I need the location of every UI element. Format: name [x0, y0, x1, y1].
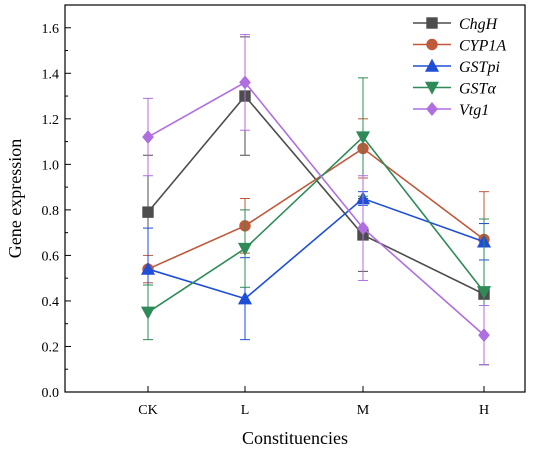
y-tick-label: 0.0 [42, 386, 60, 401]
data-point [239, 75, 251, 90]
series-line [147, 94, 485, 295]
plot-frame [64, 4, 526, 393]
y-tick-label: 0.8 [42, 204, 60, 219]
y-tick-label: 0.4 [42, 295, 60, 310]
data-point [237, 291, 253, 305]
legend-item: GSTα [413, 81, 496, 98]
y-tick-label: 1.4 [42, 67, 60, 82]
series-line [147, 81, 485, 336]
series-4 [142, 34, 490, 366]
legend-item: ChgH [413, 16, 499, 33]
plot-layer [140, 34, 492, 366]
legend-item: GSTpi [413, 58, 500, 76]
legend-label: GSTα [459, 81, 496, 98]
legend-item: CYP1A [413, 38, 506, 55]
legend-marker [424, 81, 440, 95]
data-point [142, 130, 154, 145]
legend-label: CYP1A [459, 38, 506, 55]
y-tick-label: 0.6 [42, 249, 60, 264]
x-tick-label: M [357, 403, 370, 418]
axes-layer: 0.0 0.2 0.4 0.6 0.8 1.0 1.2 1.4 1.6 CK L M H [42, 22, 490, 418]
legend-marker [426, 38, 438, 51]
legend-item: Vtg1 [413, 102, 489, 119]
x-tick-label: L [241, 403, 250, 418]
legend-marker [426, 102, 438, 116]
series-line [147, 147, 485, 270]
data-point [140, 261, 156, 275]
series-1 [142, 118, 490, 288]
series-line [147, 197, 485, 300]
data-point [142, 206, 154, 218]
series-line [147, 135, 485, 313]
x-tick-label: H [479, 403, 489, 418]
series-3 [140, 77, 492, 366]
x-axis-title: Constituencies [242, 428, 348, 448]
y-tick-label: 1.0 [42, 158, 60, 173]
data-point [478, 328, 490, 343]
y-tick-label: 1.6 [42, 22, 60, 37]
y-tick-label: 1.2 [42, 113, 60, 128]
legend-label: GSTpi [459, 59, 500, 76]
data-point [237, 242, 253, 256]
series-2 [140, 191, 492, 341]
legend: ChgH CYP1A GSTpi GSTα Vtg1 [413, 16, 506, 119]
y-axis-title: Gene expression [5, 139, 25, 258]
data-point [357, 221, 369, 236]
legend-marker [424, 58, 440, 72]
legend-label: ChgH [459, 16, 499, 33]
x-tick-label: CK [138, 403, 157, 418]
data-point [140, 306, 156, 320]
data-point [476, 286, 492, 300]
y-tick-label: 0.2 [42, 340, 60, 355]
legend-marker [426, 17, 438, 29]
legend-label: Vtg1 [459, 102, 489, 119]
series-0 [142, 36, 490, 366]
data-point [355, 131, 371, 145]
